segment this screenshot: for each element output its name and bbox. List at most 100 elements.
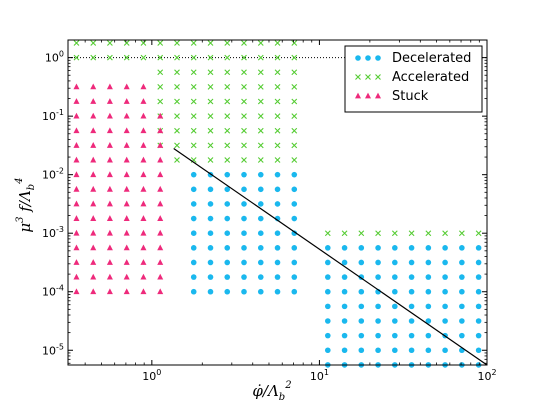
- decelerated-point: [392, 332, 398, 339]
- accelerated-point: [425, 230, 432, 237]
- stuck-point: [140, 259, 147, 265]
- accelerated-point: [123, 40, 130, 46]
- stuck-point: [106, 98, 113, 104]
- decelerated-point: [224, 288, 231, 295]
- decelerated-point: [190, 274, 197, 280]
- legend-marker-stuck: [365, 92, 371, 99]
- stuck-point: [123, 156, 130, 163]
- accelerated-point: [207, 40, 214, 46]
- accelerated-point: [291, 54, 298, 61]
- stuck-point: [73, 229, 80, 236]
- y-tick-label: 10-3: [42, 225, 64, 240]
- decelerated-point: [442, 347, 448, 354]
- stuck-point: [106, 185, 113, 192]
- stuck-point: [140, 229, 147, 236]
- decelerated-point: [375, 347, 381, 354]
- legend-label-decelerated: Decelerated: [392, 51, 471, 66]
- stuck-point: [106, 200, 113, 207]
- accelerated-point: [358, 230, 365, 237]
- decelerated-point: [341, 274, 348, 280]
- accelerated-point: [207, 83, 214, 90]
- accelerated-point: [174, 113, 180, 120]
- stuck-point: [106, 171, 113, 178]
- accelerated-point: [207, 157, 214, 163]
- accelerated-point: [123, 54, 130, 61]
- decelerated-point: [475, 259, 482, 266]
- decelerated-point: [425, 332, 432, 339]
- decelerated-point: [358, 259, 365, 266]
- stuck-point: [140, 127, 147, 134]
- decelerated-point: [190, 201, 197, 207]
- decelerated-point: [291, 201, 298, 207]
- decelerated-point: [475, 274, 482, 280]
- stuck-point: [90, 259, 97, 265]
- stuck-point: [90, 156, 97, 163]
- accelerated-point: [274, 40, 281, 46]
- decelerated-point: [291, 230, 298, 237]
- data-marks: [68, 40, 488, 368]
- accelerated-point: [274, 69, 281, 76]
- stuck-point: [73, 215, 80, 221]
- decelerated-point: [341, 288, 348, 295]
- decelerated-point: [425, 318, 432, 324]
- decelerated-point: [408, 347, 415, 354]
- stuck-point: [106, 215, 113, 221]
- decelerated-point: [224, 259, 231, 266]
- accelerated-point: [207, 142, 214, 149]
- accelerated-point: [90, 40, 97, 46]
- decelerated-point: [459, 332, 465, 339]
- stuck-point: [106, 127, 113, 134]
- stuck-point: [73, 98, 80, 104]
- decelerated-point: [291, 245, 298, 251]
- decelerated-point: [257, 186, 264, 193]
- decelerated-point: [459, 245, 465, 251]
- legend: Decelerated Accelerated Stuck: [344, 45, 483, 113]
- stuck-point: [90, 215, 97, 221]
- accelerated-point: [190, 54, 197, 61]
- accelerated-point: [257, 157, 264, 163]
- decelerated-point: [341, 318, 348, 324]
- accelerated-point: [442, 230, 448, 237]
- stuck-point: [140, 112, 147, 119]
- decelerated-point: [274, 230, 281, 237]
- decelerated-point: [425, 347, 432, 354]
- accelerated-point: [291, 157, 298, 163]
- stuck-point: [90, 83, 97, 90]
- stuck-point: [106, 273, 113, 280]
- decelerated-point: [358, 332, 365, 339]
- stuck-point: [106, 288, 113, 295]
- decelerated-point: [375, 245, 381, 251]
- stuck-point: [123, 127, 130, 134]
- stuck-point: [73, 171, 80, 178]
- decelerated-point: [324, 245, 331, 251]
- accelerated-point: [241, 83, 247, 90]
- stuck-point: [73, 112, 80, 119]
- decelerated-point: [324, 274, 331, 280]
- stuck-point: [73, 288, 80, 295]
- decelerated-point: [358, 347, 365, 354]
- decelerated-point: [224, 171, 231, 178]
- accelerated-point: [274, 127, 281, 134]
- decelerated-point: [475, 245, 482, 251]
- accelerated-point: [458, 230, 465, 237]
- decelerated-point: [341, 245, 348, 251]
- accelerated-point: [224, 98, 231, 105]
- decelerated-point: [459, 303, 465, 310]
- stuck-point: [157, 244, 164, 251]
- accelerated-point: [291, 142, 298, 149]
- stuck-point: [140, 83, 147, 90]
- accelerated-point: [224, 142, 231, 149]
- decelerated-point: [392, 245, 398, 251]
- y-tick-label: 10-1: [42, 108, 64, 123]
- stuck-point: [157, 288, 164, 295]
- accelerated-point: [241, 113, 247, 120]
- stuck-point: [90, 112, 97, 119]
- decelerated-point: [408, 245, 415, 251]
- decelerated-point: [375, 303, 381, 310]
- decelerated-point: [257, 259, 264, 266]
- stuck-point: [106, 156, 113, 163]
- decelerated-point: [224, 186, 231, 193]
- stuck-point: [140, 156, 147, 163]
- stuck-point: [106, 259, 113, 265]
- stuck-point: [90, 127, 97, 134]
